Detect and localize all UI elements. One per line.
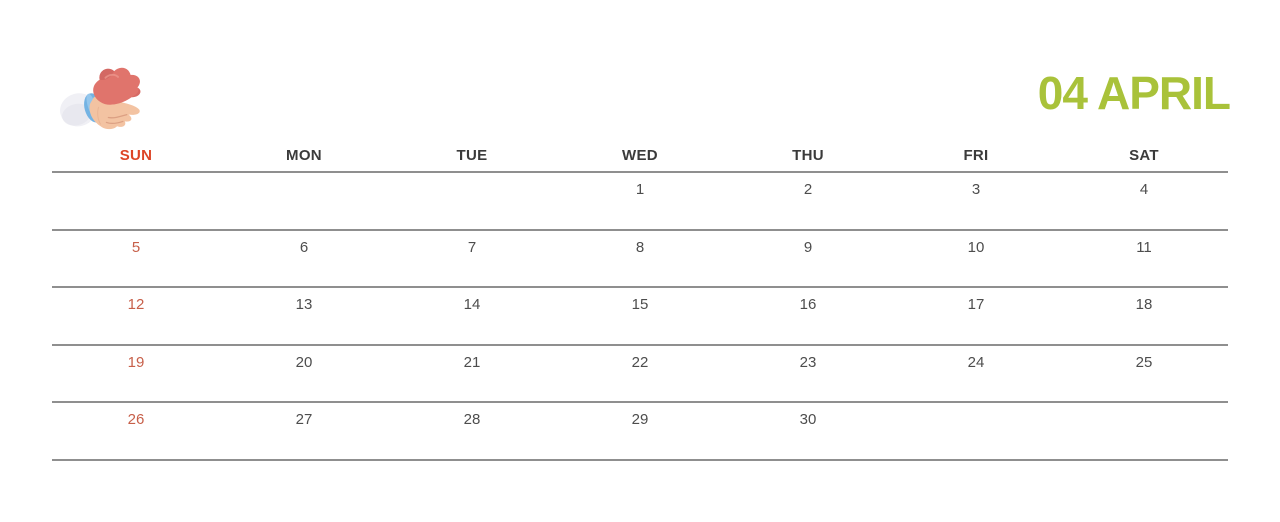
day-cell: 29	[631, 411, 649, 429]
week-row: 1 2 3 4	[52, 173, 1228, 231]
day-cell	[892, 403, 1060, 459]
weekday-thu: THU	[792, 147, 824, 164]
day-cell: 9	[803, 238, 813, 256]
day-cell: 28	[463, 411, 481, 429]
week-row: 5 6 7 8 9 10 11	[52, 231, 1228, 289]
week-row: 19 20 21 22 23 24 25	[52, 346, 1228, 404]
day-cell: 24	[967, 353, 985, 371]
calendar-grid: SUN MON TUE WED THU FRI SAT 1 2 3 4 5 6 …	[52, 147, 1228, 461]
week-row: 12 13 14 15 16 17 18	[52, 288, 1228, 346]
day-cell: 21	[463, 353, 481, 371]
day-cell: 26	[127, 411, 145, 429]
weekday-mon: MON	[286, 147, 322, 164]
day-cell: 6	[299, 238, 309, 256]
weekday-header-row: SUN MON TUE WED THU FRI SAT	[52, 147, 1228, 173]
day-cell: 11	[1136, 238, 1152, 256]
day-cell: 17	[967, 296, 985, 314]
day-cell: 25	[1135, 353, 1153, 371]
weekday-sat: SAT	[1129, 147, 1159, 164]
day-cell: 15	[631, 296, 649, 314]
day-cell	[220, 173, 388, 229]
hand-release-icon	[58, 64, 150, 144]
day-cell: 14	[463, 296, 481, 314]
weekday-sun: SUN	[119, 147, 153, 164]
day-cell: 3	[971, 181, 981, 198]
day-cell: 7	[467, 238, 477, 256]
day-cell	[1060, 403, 1228, 459]
day-cell: 4	[1139, 181, 1149, 198]
day-cell: 8	[635, 238, 645, 256]
day-cell	[388, 173, 556, 229]
week-row: 26 27 28 29 30	[52, 403, 1228, 461]
day-cell: 12	[127, 296, 145, 314]
day-cell: 23	[799, 353, 817, 371]
month-title: 04 APRIL	[1037, 67, 1231, 119]
day-cell: 13	[295, 296, 313, 314]
day-cell: 18	[1135, 296, 1153, 314]
day-cell: 2	[803, 181, 813, 198]
day-cell: 1	[635, 181, 645, 198]
day-cell	[52, 173, 220, 229]
day-cell: 20	[295, 353, 313, 371]
day-cell: 10	[967, 238, 985, 256]
day-cell: 16	[799, 296, 817, 314]
day-cell: 19	[127, 353, 145, 371]
day-cell: 5	[131, 238, 141, 256]
day-cell: 30	[799, 411, 817, 429]
day-cell: 22	[631, 353, 649, 371]
weekday-fri: FRI	[963, 147, 989, 164]
weekday-tue: TUE	[456, 147, 488, 164]
day-cell: 27	[295, 411, 313, 429]
weekday-wed: WED	[622, 147, 658, 164]
